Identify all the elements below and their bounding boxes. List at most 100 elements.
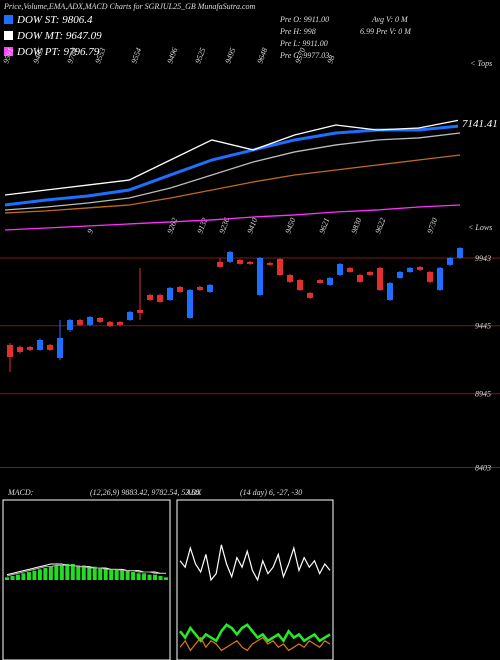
hist-bar: [59, 565, 64, 580]
hist-bar: [87, 566, 92, 580]
hist-bar: [21, 573, 26, 580]
candle-body: [297, 280, 303, 290]
hist-bar: [131, 572, 136, 580]
hist-bar: [147, 574, 152, 580]
hist-bar: [54, 565, 59, 580]
candle-body: [317, 280, 323, 283]
top-label: 9554: [129, 47, 143, 65]
candle-body: [7, 344, 13, 358]
hist-bar: [120, 570, 125, 580]
hist-bar: [26, 572, 31, 580]
page-title: Price,Volume,EMA,ADX,MACD Charts for SGR…: [3, 2, 256, 11]
candle-body: [137, 309, 143, 313]
hist-bar: [109, 569, 114, 580]
candle-body: [337, 263, 343, 275]
legend-swatch: [4, 47, 13, 56]
macd-line: [6, 564, 166, 577]
adx-line: [179, 623, 331, 644]
candle-body: [117, 321, 123, 325]
info-text: Pre L: 9911.00: [279, 39, 328, 48]
hist-bar: [142, 573, 147, 580]
candle-body: [417, 266, 423, 270]
candle-body: [447, 257, 453, 265]
adx-params: (14 day) 6, -27, -30: [240, 488, 302, 497]
info-text: Pre O: 9911.00: [279, 15, 329, 24]
candle-body: [77, 320, 83, 325]
candle-body: [307, 292, 313, 298]
legend-swatch: [4, 31, 13, 40]
candle-body: [397, 271, 403, 278]
candle-body: [257, 257, 263, 295]
hist-bar: [32, 570, 37, 580]
macd-line: [6, 563, 166, 576]
price-line: [4, 132, 461, 211]
candle-body: [247, 261, 253, 264]
candle-body: [187, 289, 193, 318]
top-label: 9496: [165, 47, 179, 65]
hist-bar: [164, 577, 168, 580]
candle-body: [47, 344, 53, 350]
candle-body: [227, 251, 233, 262]
low-label: 9262: [165, 217, 179, 235]
legend-label: DOW MT: 9647.09: [16, 30, 102, 42]
annotation: 7141.41: [462, 118, 498, 130]
candle-body: [57, 337, 63, 358]
top-label: 9525: [193, 47, 207, 65]
lows-label: < Lows: [468, 223, 492, 232]
price-line: [4, 204, 461, 231]
candle-body: [457, 248, 463, 258]
y-tick-label: 9445: [475, 322, 491, 331]
low-label: 9132: [195, 217, 209, 235]
low-label: 9410: [245, 217, 259, 235]
y-tick-label: 9943: [475, 254, 491, 263]
adx-line: [179, 544, 331, 582]
candle-body: [157, 294, 163, 302]
legend-label: DOW ST: 9806.4: [16, 14, 93, 26]
hist-bar: [76, 565, 81, 580]
price-line: [4, 119, 461, 196]
hist-bar: [125, 570, 130, 580]
candle-body: [377, 267, 383, 290]
candle-body: [147, 294, 153, 300]
candle-body: [17, 346, 23, 352]
candle-body: [237, 260, 243, 264]
hist-bar: [37, 569, 42, 580]
candle-body: [367, 271, 373, 275]
candle-body: [437, 267, 443, 290]
low-label: 9621: [317, 217, 331, 235]
hist-bar: [158, 576, 163, 580]
candle-body: [267, 262, 273, 265]
candle-body: [177, 286, 183, 292]
candle-body: [427, 271, 433, 282]
price-line: [4, 124, 461, 207]
annotation-box: [458, 116, 500, 130]
candle-body: [387, 282, 393, 300]
hist-bar: [70, 564, 75, 580]
hist-bar: [153, 574, 158, 580]
top-label: 98: [325, 54, 336, 65]
low-label: 9730: [425, 217, 439, 235]
hist-bar: [43, 568, 48, 580]
price-line: [4, 154, 461, 214]
macd-title: MACD:: [7, 488, 34, 497]
hist-bar: [15, 574, 20, 580]
hist-bar: [103, 568, 108, 580]
top-label: 9495: [223, 47, 237, 65]
candle-body: [277, 258, 283, 275]
info-text: 6.99 Pre V: 0 M: [360, 27, 412, 36]
y-tick-label: 8403: [475, 463, 491, 472]
candle-body: [27, 346, 33, 350]
adx-title: ADX: [185, 488, 203, 497]
y-tick-label: 8945: [475, 390, 491, 399]
hist-bar: [48, 566, 53, 580]
low-label: 9: [85, 228, 95, 235]
low-label: 9622: [373, 217, 387, 235]
hist-bar: [136, 573, 141, 580]
hist-bar: [114, 569, 119, 580]
candle-body: [67, 320, 73, 330]
hist-bar: [10, 576, 15, 580]
adx-line: [179, 636, 331, 652]
hist-bar: [81, 565, 86, 580]
